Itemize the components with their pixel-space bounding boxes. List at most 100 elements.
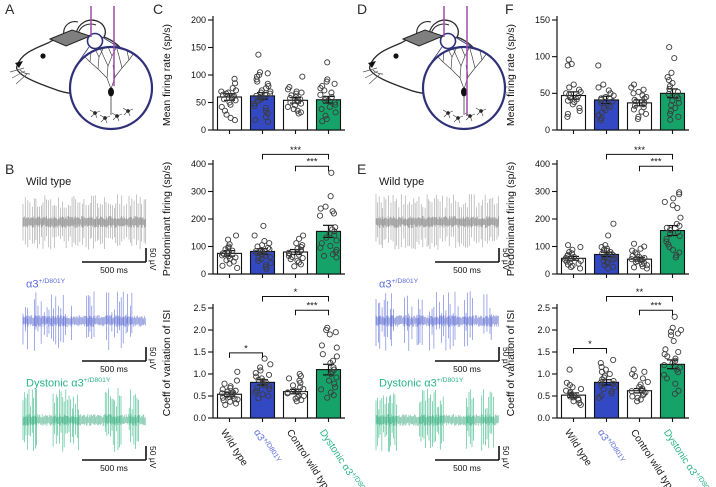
mouse-recording-schematic-a (8, 6, 156, 136)
data-point (232, 97, 239, 104)
data-point (284, 86, 292, 93)
data-point (663, 235, 670, 242)
data-point (610, 356, 617, 363)
data-point (265, 392, 272, 400)
data-point (568, 264, 575, 271)
data-point (599, 376, 606, 383)
trace-plot: 500 ms 50 μV (22, 388, 158, 473)
bars (560, 92, 686, 131)
data-point (233, 377, 240, 384)
data-point (225, 248, 233, 255)
data-point (253, 92, 260, 99)
svg-text:0: 0 (201, 125, 206, 135)
data-point (665, 91, 672, 98)
scatter-points (218, 169, 340, 273)
chart-mean-firing-rate-f: 0 50 100 150 Mean firing rate (sp/s) (501, 2, 709, 147)
data-point (324, 59, 331, 66)
significance-bracket (606, 153, 673, 160)
x-category-label: α3+/D801Y (595, 427, 626, 466)
data-point (669, 246, 676, 253)
data-point (262, 262, 269, 269)
data-point (294, 107, 301, 114)
data-point (661, 362, 668, 369)
data-point (330, 392, 337, 399)
data-point (634, 398, 641, 405)
data-point (630, 240, 638, 247)
data-point (575, 93, 582, 100)
svg-text:0: 0 (545, 269, 550, 279)
data-point (252, 389, 259, 396)
data-point (670, 195, 677, 202)
data-point (333, 353, 340, 360)
data-point (223, 90, 230, 97)
svg-text:0.5: 0.5 (193, 391, 206, 401)
voltage-scale-label: 50 μV (148, 347, 158, 370)
data-point (291, 263, 298, 270)
data-point (318, 386, 325, 393)
data-point (289, 382, 297, 389)
data-point (300, 232, 307, 239)
data-point (229, 389, 237, 396)
data-point (263, 91, 270, 98)
data-point (328, 93, 335, 101)
bar-chart-svg: 0.0 0.5 1.0 1.5 2.0 2.5 Coeff of variation of … (161, 287, 371, 487)
data-point (298, 89, 305, 96)
data-point (675, 348, 682, 356)
trace-plot: 500 ms 50 μV (375, 388, 511, 473)
data-point (630, 106, 637, 113)
data-point (266, 253, 273, 260)
data-point (671, 390, 678, 397)
svg-text:2.0: 2.0 (537, 325, 550, 335)
data-point (566, 248, 573, 256)
voltage-scale-label: 50 μV (148, 446, 158, 469)
data-point (290, 106, 297, 113)
data-point (668, 69, 675, 76)
data-point (667, 328, 674, 335)
data-point (264, 110, 271, 117)
data-point (297, 379, 304, 386)
data-point (634, 115, 641, 123)
data-point (596, 394, 603, 401)
mouse-whisker (362, 67, 378, 73)
data-point (328, 169, 335, 176)
voltage-scale-label: 50 μV (501, 446, 511, 469)
data-point (253, 387, 261, 394)
panel-label-c: C (153, 1, 164, 17)
data-point (570, 81, 577, 88)
data-point (676, 233, 683, 240)
data-point (639, 385, 646, 392)
data-point (577, 385, 585, 393)
data-point (676, 222, 683, 229)
data-point (662, 346, 669, 353)
data-point (609, 98, 616, 105)
data-point (674, 229, 681, 236)
bar (626, 390, 653, 419)
svg-text:0: 0 (545, 125, 550, 135)
y-axis-title: Mean firing rate (sp/s) (161, 24, 173, 126)
data-point (639, 375, 646, 382)
data-point (221, 380, 228, 387)
data-point (628, 84, 635, 91)
data-point (332, 101, 339, 108)
data-point (608, 390, 615, 397)
data-point (293, 398, 300, 405)
significance-bracket (606, 296, 673, 302)
svg-text:100: 100 (535, 241, 550, 251)
data-point (232, 400, 240, 407)
significance-label: *** (306, 157, 317, 168)
data-point (671, 55, 678, 62)
data-point (565, 56, 572, 63)
data-point (261, 355, 268, 362)
bars (560, 230, 686, 275)
data-point (333, 237, 340, 244)
data-point (635, 113, 642, 120)
significance-bracket (573, 347, 607, 354)
data-point (644, 378, 651, 385)
data-point (299, 73, 306, 80)
chart-cv-isi-c: 0.0 0.5 1.0 1.5 2.0 2.5 Coeff of variation of … (157, 287, 371, 487)
data-point (219, 386, 226, 393)
data-point (665, 241, 672, 248)
y-axis-title: Mean firing rate (sp/s) (505, 24, 517, 126)
trace-group: Wild type 500 ms 50 μV (20, 176, 158, 275)
svg-text:1.5: 1.5 (537, 347, 550, 357)
